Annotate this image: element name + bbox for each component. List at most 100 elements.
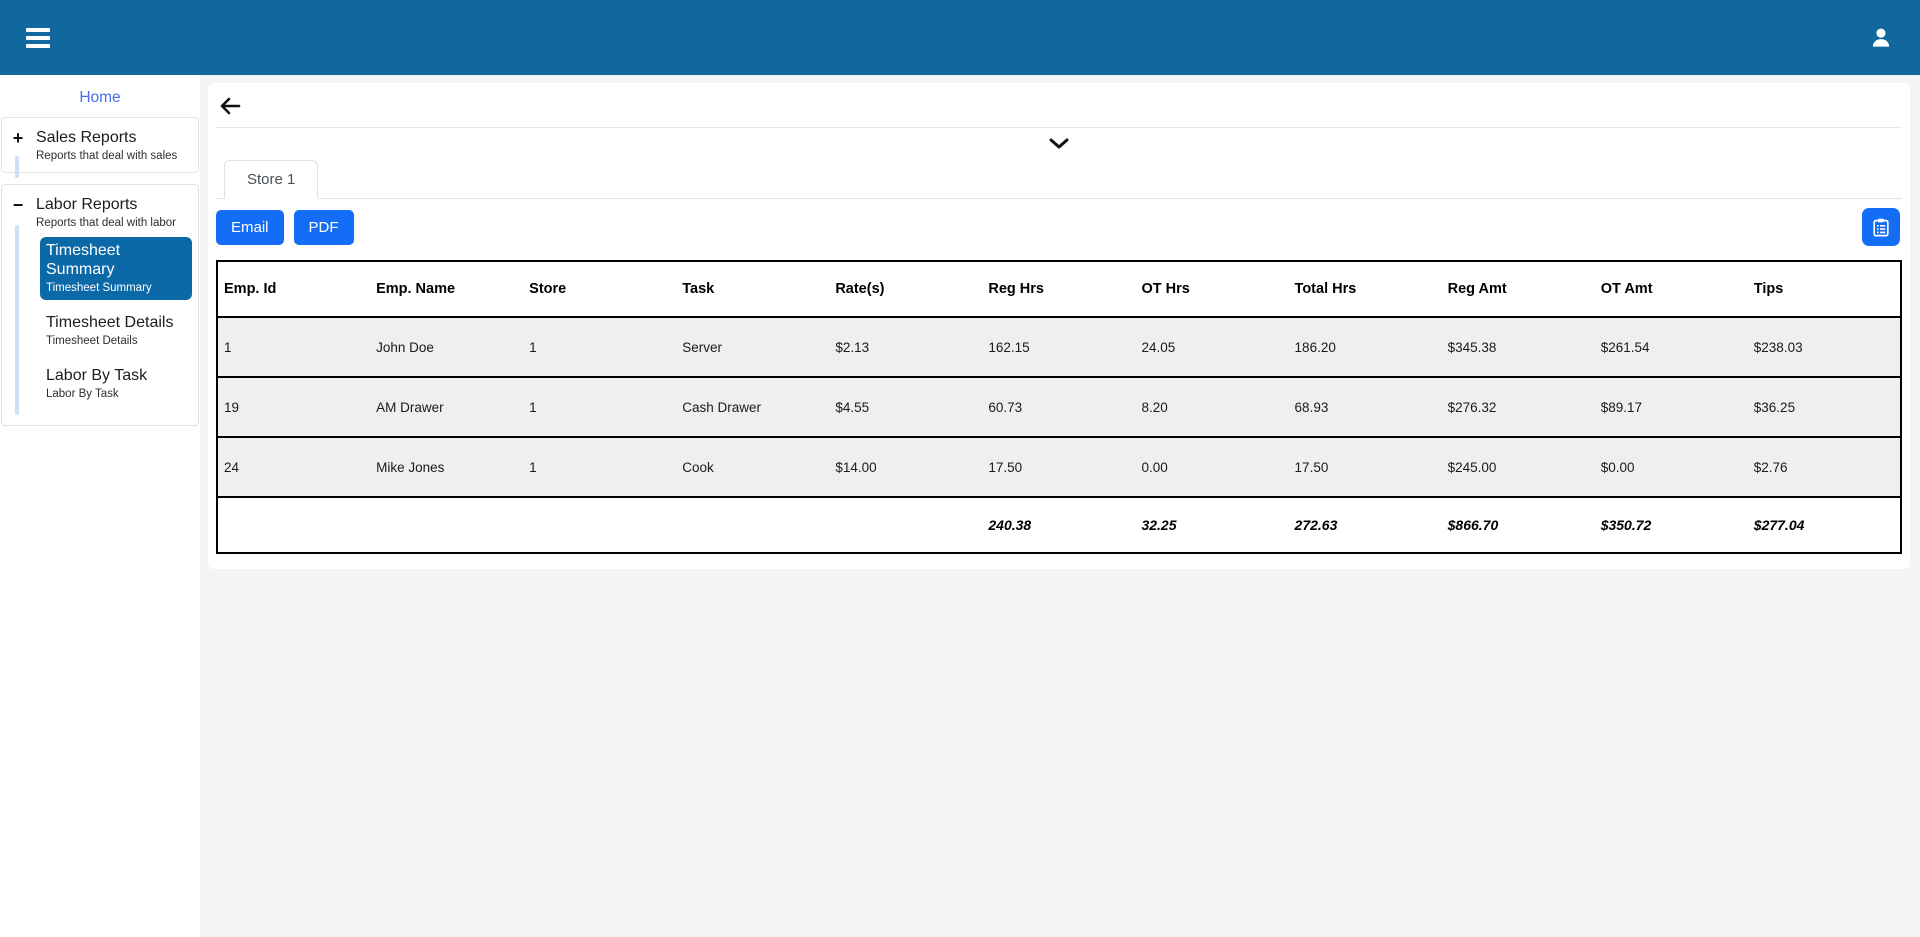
cell: $261.54 [1594,317,1748,378]
section-subtitle: Reports that deal with sales [36,150,178,162]
sidebar-item-timesheet-details[interactable]: Timesheet Details Timesheet Details [40,309,192,353]
col-ot-hrs: OT Hrs [1135,261,1289,318]
cell: $36.25 [1747,377,1901,438]
section-subtitle: Reports that deal with labor [36,217,176,229]
app-header [0,0,1920,75]
tab-store-1[interactable]: Store 1 [224,160,319,199]
total-cell: $277.04 [1747,497,1901,553]
hamburger-icon [26,27,50,48]
total-cell: 32.25 [1135,497,1289,553]
collapse-minus-icon[interactable]: − [12,195,24,215]
sidebar-section-labor-reports: − Labor Reports Reports that deal with l… [1,184,199,426]
cell: 19 [217,377,371,438]
cell: 1 [523,437,677,498]
email-button[interactable]: Email [216,209,284,245]
home-link-label: Home [79,89,121,106]
col-ot-amt: OT Amt [1594,261,1748,318]
cell: 8.20 [1135,377,1289,438]
total-cell: 272.63 [1288,497,1442,553]
sidebar-item-timesheet-summary[interactable]: Timesheet Summary Timesheet Summary [40,237,192,300]
cell: Cook [676,437,830,498]
table-row: 24 Mike Jones 1 Cook $14.00 17.50 0.00 1… [217,437,1901,498]
total-cell: 240.38 [982,497,1136,553]
cell: 68.93 [1288,377,1442,438]
cell: 17.50 [1288,437,1442,498]
item-subtitle: Timesheet Summary [46,282,152,294]
cell: 0.00 [1135,437,1289,498]
home-link[interactable]: Home [0,83,200,117]
cell: 24 [217,437,371,498]
timesheet-summary-table: Emp. Id Emp. Name Store Task Rate(s) Reg… [216,260,1902,554]
cell: Server [676,317,830,378]
section-title: Labor Reports [36,196,138,213]
report-options-button[interactable] [1862,208,1900,246]
total-cell: $350.72 [1594,497,1748,553]
main-area: Store 1 Email PDF [200,75,1920,937]
cell: 1 [523,317,677,378]
col-emp-name: Emp. Name [370,261,524,318]
labor-reports-header[interactable]: − Labor Reports [10,196,192,214]
cell: 17.50 [982,437,1136,498]
col-emp-id: Emp. Id [217,261,371,318]
labor-reports-items: Timesheet Summary Timesheet Summary Time… [40,237,192,406]
item-subtitle: Timesheet Details [46,335,138,347]
col-tips: Tips [1747,261,1901,318]
person-icon [1872,28,1890,47]
sales-reports-header[interactable]: + Sales Reports [10,129,192,147]
table-header-row: Emp. Id Emp. Name Store Task Rate(s) Reg… [217,261,1901,318]
cell: 1 [217,317,371,378]
col-task: Task [676,261,830,318]
accent-bar [15,156,19,178]
cell: 60.73 [982,377,1136,438]
user-button[interactable] [1864,21,1898,55]
col-store: Store [523,261,677,318]
total-cell [217,497,371,553]
sidebar-item-labor-by-task[interactable]: Labor By Task Labor By Task [40,362,192,406]
cell: $89.17 [1594,377,1748,438]
col-rates: Rate(s) [829,261,983,318]
item-subtitle: Labor By Task [46,388,119,400]
item-title: Timesheet Details [46,314,174,331]
cell: $0.00 [1594,437,1748,498]
cell: 24.05 [1135,317,1289,378]
cell: AM Drawer [370,377,524,438]
cell: $345.38 [1441,317,1595,378]
table-row: 19 AM Drawer 1 Cash Drawer $4.55 60.73 8… [217,377,1901,438]
cell: 162.15 [982,317,1136,378]
menu-button[interactable] [22,24,54,52]
arrow-left-icon [220,97,241,115]
toolbar: Email PDF [216,208,1902,246]
cell: $4.55 [829,377,983,438]
cell: $276.32 [1441,377,1595,438]
total-cell [370,497,524,553]
total-cell [523,497,677,553]
cell: John Doe [370,317,524,378]
col-reg-hrs: Reg Hrs [982,261,1136,318]
total-cell [676,497,830,553]
cell: $2.13 [829,317,983,378]
total-cell [829,497,983,553]
expand-plus-icon[interactable]: + [12,128,24,148]
sidebar: Home + Sales Reports Reports that deal w… [0,75,200,937]
store-tabbar: Store 1 [216,160,1902,199]
total-cell: $866.70 [1441,497,1595,553]
cell: $238.03 [1747,317,1901,378]
table-totals-row: 240.38 32.25 272.63 $866.70 $350.72 $277… [217,497,1901,553]
section-title: Sales Reports [36,129,137,146]
item-title: Labor By Task [46,367,148,384]
cell: $2.76 [1747,437,1901,498]
cell: $14.00 [829,437,983,498]
back-button[interactable] [219,97,241,115]
divider [216,127,1902,128]
sidebar-section-sales-reports: + Sales Reports Reports that deal with s… [1,117,199,178]
filter-collapse-toggle[interactable] [216,128,1902,158]
cell: 1 [523,377,677,438]
table-row: 1 John Doe 1 Server $2.13 162.15 24.05 1… [217,317,1901,378]
cell: 186.20 [1288,317,1442,378]
item-title: Timesheet Summary [46,242,121,278]
cell: Cash Drawer [676,377,830,438]
col-total-hrs: Total Hrs [1288,261,1442,318]
chevron-down-icon [1049,138,1069,149]
cell: Mike Jones [370,437,524,498]
pdf-button[interactable]: PDF [293,209,354,245]
